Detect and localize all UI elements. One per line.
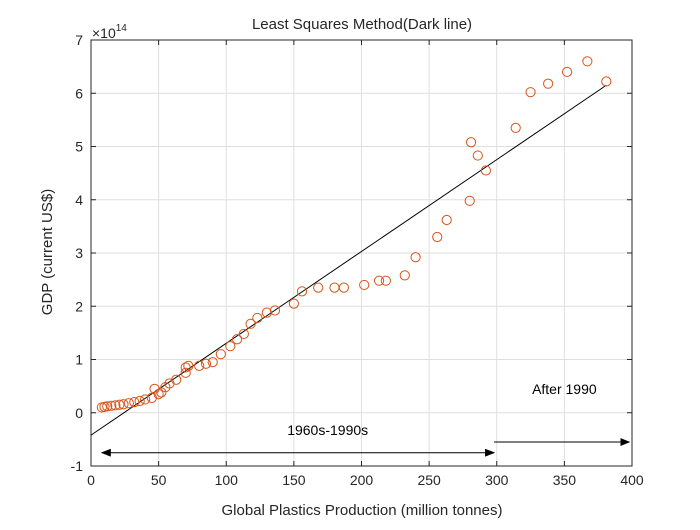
y-tick-label: -1 bbox=[71, 458, 84, 474]
data-point bbox=[245, 318, 256, 329]
data-point bbox=[156, 387, 167, 398]
y-tick-label: 1 bbox=[75, 352, 83, 368]
y-exponent-power: 14 bbox=[116, 23, 128, 34]
least-squares-line bbox=[90, 84, 607, 436]
data-point bbox=[200, 358, 212, 369]
data-point bbox=[338, 282, 350, 293]
data-point bbox=[134, 395, 145, 407]
chart-title: Least Squares Method(Dark line) bbox=[252, 16, 472, 33]
data-point bbox=[313, 282, 324, 293]
data-point bbox=[180, 362, 191, 373]
data-point bbox=[399, 270, 410, 281]
data-point bbox=[238, 328, 249, 340]
data-point bbox=[102, 401, 113, 412]
x-tick-label: 250 bbox=[417, 472, 441, 488]
data-point bbox=[296, 286, 308, 297]
data-point bbox=[252, 312, 263, 324]
x-tick-label: 50 bbox=[151, 472, 167, 488]
y-tick-label: 0 bbox=[75, 405, 83, 421]
y-tick-label: 7 bbox=[75, 32, 83, 48]
y-axis-label: GDP (current US$) bbox=[39, 189, 56, 315]
data-point bbox=[525, 87, 536, 98]
y-tick-label: 6 bbox=[75, 85, 83, 101]
data-point bbox=[441, 214, 452, 226]
x-tick-label: 150 bbox=[282, 472, 306, 488]
data-point bbox=[543, 78, 554, 89]
data-point bbox=[288, 298, 299, 309]
data-point bbox=[140, 394, 151, 405]
data-point bbox=[329, 282, 340, 293]
x-tick-label: 0 bbox=[87, 472, 95, 488]
data-point bbox=[106, 400, 117, 411]
data-point bbox=[194, 360, 205, 371]
data-point bbox=[171, 374, 182, 385]
data-point bbox=[480, 165, 492, 176]
data-point bbox=[123, 398, 134, 409]
data-point bbox=[146, 392, 157, 403]
data-point bbox=[153, 389, 164, 400]
data-point bbox=[432, 231, 443, 243]
y-tick-label: 4 bbox=[75, 192, 83, 208]
data-point bbox=[129, 397, 140, 408]
data-point bbox=[510, 122, 521, 133]
x-tick-label: 300 bbox=[485, 472, 509, 488]
data-point bbox=[207, 357, 218, 368]
y-tick-label: 5 bbox=[75, 139, 83, 155]
data-point bbox=[215, 349, 226, 360]
data-point bbox=[114, 399, 125, 410]
y-tick-label: 2 bbox=[75, 298, 83, 314]
data-point bbox=[410, 252, 421, 263]
data-point bbox=[380, 275, 391, 286]
data-point bbox=[601, 76, 612, 87]
data-point bbox=[359, 279, 370, 291]
data-point bbox=[561, 66, 573, 78]
y-tick-label: 3 bbox=[75, 245, 83, 261]
annotation-label: 1960s-1990s bbox=[287, 422, 368, 438]
data-point bbox=[118, 399, 129, 410]
x-axis-label: Global Plastics Production (million tonn… bbox=[222, 502, 503, 519]
data-point bbox=[261, 307, 272, 318]
x-tick-label: 350 bbox=[553, 472, 577, 488]
data-point bbox=[110, 400, 121, 411]
data-point bbox=[464, 195, 475, 206]
y-exponent-base: ×10 bbox=[92, 25, 116, 41]
x-tick-label: 100 bbox=[215, 472, 239, 488]
data-point bbox=[373, 275, 385, 286]
data-point bbox=[180, 367, 191, 378]
annotation-label: After 1990 bbox=[532, 381, 597, 397]
x-tick-label: 400 bbox=[620, 472, 644, 488]
data-point bbox=[225, 341, 236, 352]
x-tick-label: 200 bbox=[350, 472, 374, 488]
y-exponent-label: ×1014 bbox=[92, 23, 127, 41]
data-point bbox=[231, 334, 243, 345]
data-point bbox=[465, 137, 477, 148]
data-point bbox=[269, 305, 281, 316]
data-point bbox=[472, 150, 483, 161]
data-point bbox=[582, 56, 593, 67]
data-point bbox=[183, 360, 194, 371]
